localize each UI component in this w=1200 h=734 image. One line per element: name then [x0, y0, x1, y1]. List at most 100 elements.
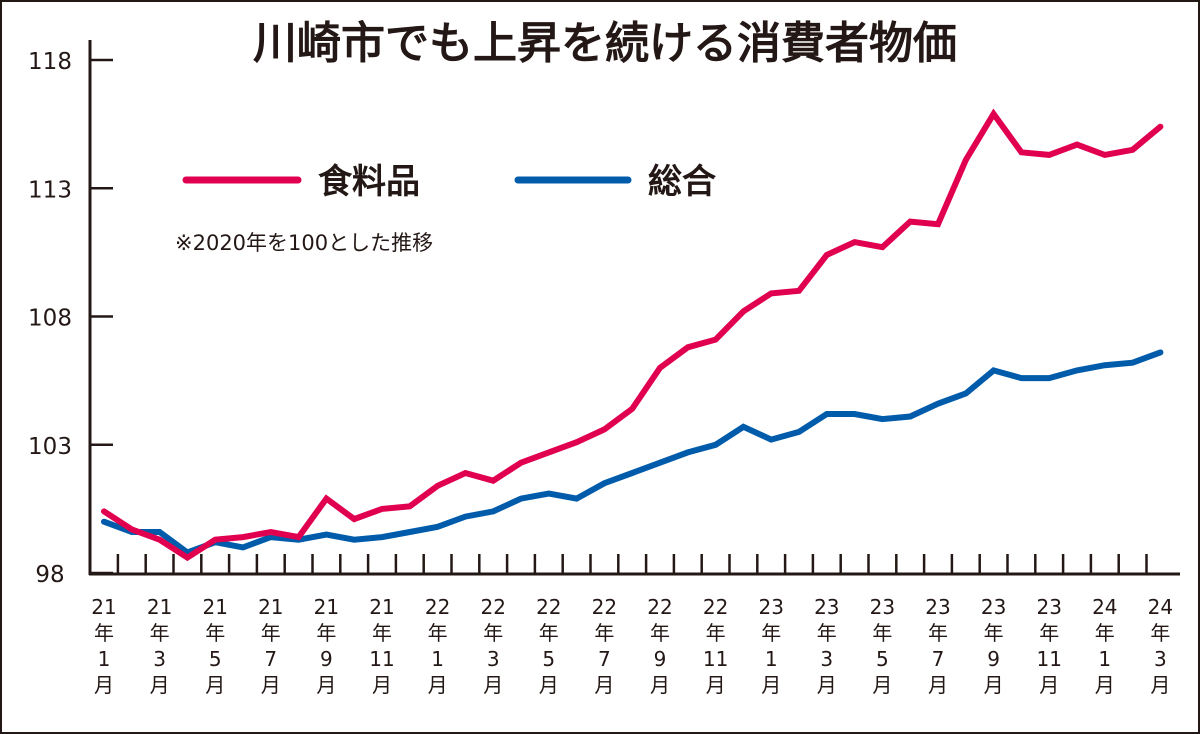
x-tick-label-part: 21 [314, 595, 339, 619]
y-tick-label: 98 [35, 562, 64, 588]
x-tick-label-part: 5 [209, 647, 222, 671]
x-tick-label-part: 年 [372, 621, 392, 645]
x-tick-label-part: 年 [872, 621, 892, 645]
x-tick-label-part: 23 [981, 595, 1006, 619]
x-tick-label-part: 24 [1148, 595, 1173, 619]
x-tick-label-part: 21 [369, 595, 394, 619]
x-tick-label-part: 23 [814, 595, 839, 619]
x-tick-label-part: 22 [425, 595, 450, 619]
x-tick-label-part: 月 [483, 673, 503, 697]
x-tick-label-part: 月 [872, 673, 892, 697]
x-tick-label-part: 月 [817, 673, 837, 697]
x-tick-label-part: 年 [594, 621, 614, 645]
x-tick-label-part: 21 [258, 595, 283, 619]
x-tick-label-part: 月 [761, 673, 781, 697]
x-tick-label-part: 年 [205, 621, 225, 645]
x-tick-label-part: 年 [984, 621, 1004, 645]
axes [88, 40, 1180, 576]
y-tick-label: 118 [28, 49, 72, 75]
x-tick-label-part: 年 [1039, 621, 1059, 645]
x-tick-label-part: 24 [1092, 595, 1117, 619]
x-tick-label-part: 21 [147, 595, 172, 619]
x-tick-label-part: 年 [928, 621, 948, 645]
x-tick-label-part: 月 [316, 673, 336, 697]
x-tick-label-part: 1 [765, 647, 778, 671]
x-tick-label-part: 23 [870, 595, 895, 619]
series-line-overall [101, 349, 1164, 556]
x-tick-label-part: 21 [202, 595, 227, 619]
x-tick-label-part: 23 [925, 595, 950, 619]
x-tick-label-part: 月 [1039, 673, 1059, 697]
x-tick-label-part: 22 [536, 595, 561, 619]
x-tick-label-part: 年 [316, 621, 336, 645]
x-tick-label-part: 3 [1154, 647, 1167, 671]
x-tick-label-part: 月 [428, 673, 448, 697]
x-tick-label-part: 11 [703, 647, 728, 671]
x-tick-label-part: 22 [647, 595, 672, 619]
y-tick-label: 108 [28, 306, 72, 332]
x-tick-label-part: 5 [876, 647, 889, 671]
x-tick-label-part: 21 [91, 595, 116, 619]
legend: 食料品 総合 [182, 162, 716, 202]
x-tick-label-part: 月 [261, 673, 281, 697]
x-tick-label-part: 1 [431, 647, 444, 671]
x-tick-label-part: 22 [703, 595, 728, 619]
y-tick-label: 103 [28, 434, 72, 460]
x-tick-label-part: 月 [1150, 673, 1170, 697]
x-tick-label-part: 11 [369, 647, 394, 671]
x-tick-label-part: 23 [758, 595, 783, 619]
x-tick-label-part: 年 [1095, 621, 1115, 645]
x-tick-label-part: 22 [592, 595, 617, 619]
y-tick-label: 113 [28, 177, 72, 203]
x-tick-label-part: 月 [372, 673, 392, 697]
x-tick-label-part: 23 [1036, 595, 1061, 619]
chart-note: ※2020年を100とした推移 [175, 231, 433, 255]
x-tick-label-part: 年 [650, 621, 670, 645]
x-tick-label-part: 月 [650, 673, 670, 697]
chart-title: 川崎市でも上昇を続ける消費者物価 [253, 18, 957, 69]
x-tick-label-part: 月 [150, 673, 170, 697]
x-tick-label-part: 1 [1098, 647, 1111, 671]
x-tick-label-part: 月 [594, 673, 614, 697]
x-tick-label-part: 3 [487, 647, 500, 671]
x-tick-label-part: 月 [539, 673, 559, 697]
x-tick-label-part: 9 [654, 647, 667, 671]
x-tick-label-part: 月 [706, 673, 726, 697]
x-tick-label-part: 5 [542, 647, 555, 671]
x-tick-label-part: 月 [928, 673, 948, 697]
x-tick-label-part: 年 [94, 621, 114, 645]
x-tick-label-part: 年 [706, 621, 726, 645]
x-tick-label-part: 1 [98, 647, 111, 671]
x-tick-label-part: 9 [320, 647, 333, 671]
legend-label-food: 食料品 [318, 162, 420, 202]
x-tick-label-part: 月 [1095, 673, 1115, 697]
x-tick-label-part: 年 [539, 621, 559, 645]
x-tick-label-part: 年 [761, 621, 781, 645]
x-tick-label-part: 3 [153, 647, 166, 671]
x-tick-label-part: 年 [261, 621, 281, 645]
x-tick-label-part: 7 [932, 647, 945, 671]
x-tick-label-part: 年 [817, 621, 837, 645]
